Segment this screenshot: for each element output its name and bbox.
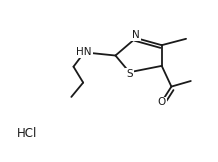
Text: O: O [158, 98, 166, 108]
Text: N: N [132, 30, 140, 40]
Text: HN: HN [77, 47, 92, 57]
Text: S: S [126, 69, 133, 79]
Text: HCl: HCl [16, 127, 37, 140]
